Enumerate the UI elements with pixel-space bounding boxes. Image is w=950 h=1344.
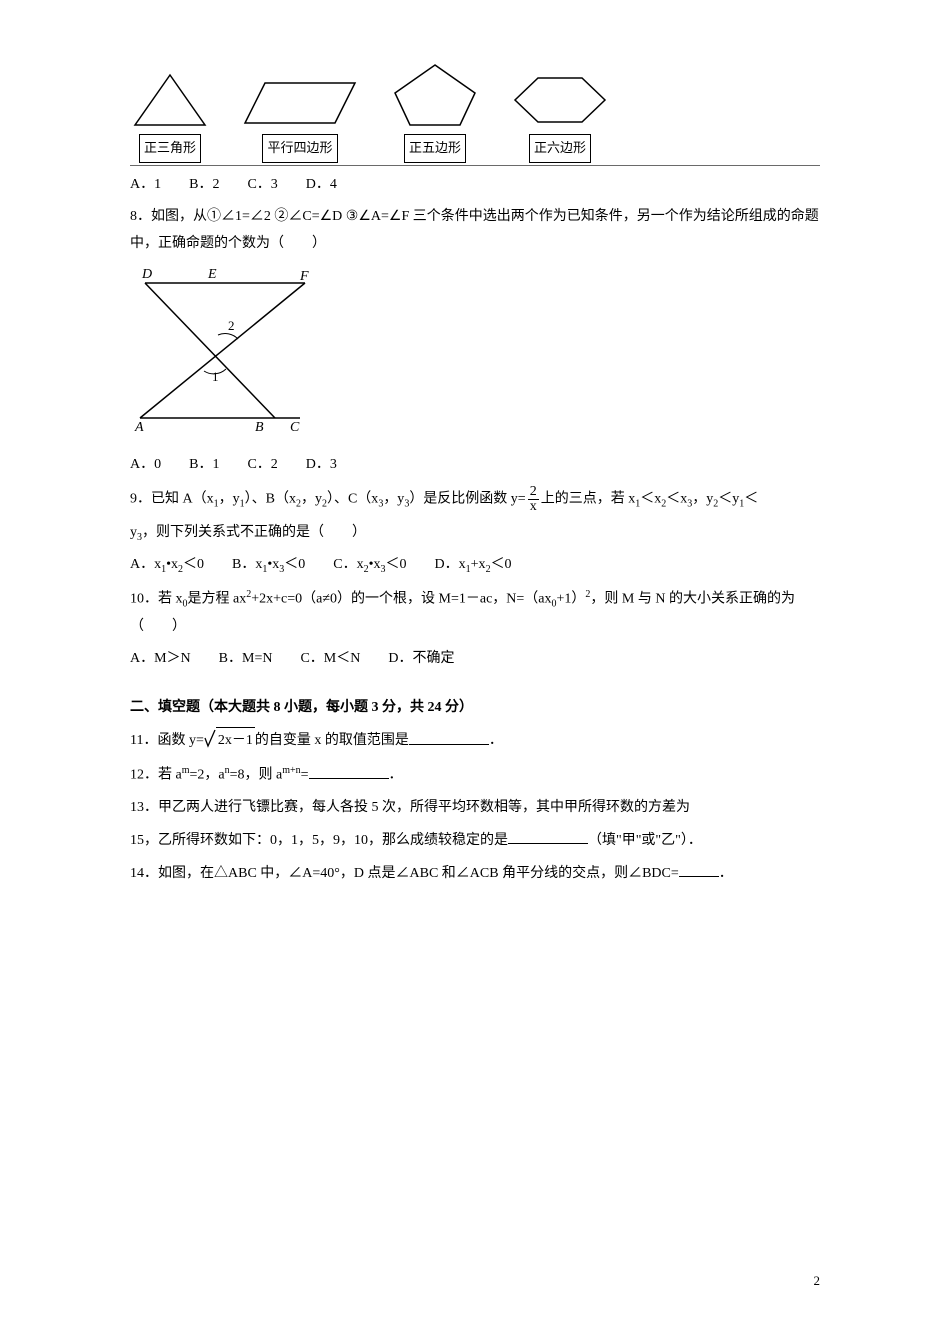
q9-od-rest: ＜0: [491, 557, 512, 572]
q8-label-B: B: [255, 420, 264, 433]
q9-lt5: ＜: [744, 491, 758, 506]
q9-ob-rest: ＜0 C．x: [284, 557, 363, 572]
q13-line1: 13．甲乙两人进行飞镖比赛，每人各投 5 次，所得平均环数相等，其中甲所得环数的…: [130, 795, 820, 822]
q9-fraction: 2x: [528, 485, 539, 514]
q9-lt2: ＜x: [666, 491, 687, 506]
parallelogram-icon: [240, 75, 360, 130]
q9-oa-dot: •x: [166, 557, 178, 572]
q8-label-C: C: [290, 420, 300, 433]
q12-m3: =: [301, 768, 309, 783]
page-number: 2: [814, 1269, 821, 1294]
triangle-icon: [130, 70, 210, 130]
q9-t3: ）、B（x: [245, 491, 296, 506]
shape-triangle: 正三角形: [130, 70, 210, 163]
q7-options: A．1 B．2 C．3 D．4: [130, 172, 820, 199]
q10-m1: 是方程 ax: [188, 592, 247, 607]
parallelogram-label: 平行四边形: [262, 134, 337, 163]
q8-angle-2: 2: [228, 318, 235, 333]
q14-text: 14．如图，在△ABC 中，∠A=40°，D 点是∠ABC 和∠ACB 角平分线…: [130, 866, 679, 881]
q9-t6: ，y: [383, 491, 404, 506]
q13-line2: 15，乙所得环数如下：0，1，5，9，10，那么成绩较稳定的是 （填"甲"或"乙"…: [130, 828, 820, 855]
q9-lt1: ＜x: [640, 491, 661, 506]
q9-oa-rest: ＜0 B．x: [183, 557, 262, 572]
shape-hexagon: 正六边形: [510, 70, 610, 163]
section2-title: 二、填空题（本大题共 8 小题，每小题 3 分，共 24 分）: [130, 695, 820, 722]
q12-m1: =2，a: [190, 768, 225, 783]
q8-stem: 8．如图，从①∠1=∠2 ②∠C=∠D ③∠A=∠F 三个条件中选出两个作为已知…: [130, 204, 820, 257]
q9-od-plus: +x: [471, 557, 486, 572]
q11-pre: 11．函数 y=: [130, 734, 204, 749]
q8-options: A．0 B．1 C．2 D．3: [130, 452, 820, 479]
shape-pentagon: 正五边形: [390, 60, 480, 163]
q9-t2: ，y: [219, 491, 240, 506]
q8-label-A: A: [134, 420, 144, 433]
q8-diagram-icon: D E F A B C 2 1: [130, 263, 320, 433]
q9-oc-dot: •x: [369, 557, 381, 572]
q9-line1: 9．已知 A（x1，y1）、B（x2，y2）、C（x3，y3）是反比例函数 y=…: [130, 485, 820, 514]
q13-blank: [508, 829, 588, 844]
q10-m3: +1）: [557, 592, 586, 607]
q8-figure: D E F A B C 2 1: [130, 263, 820, 444]
q9-t5: ）、C（x: [327, 491, 378, 506]
triangle-label: 正三角形: [139, 134, 201, 163]
q9-options: A．x1•x2＜0 B．x1•x3＜0 C．x2•x3＜0 D．x1+x2＜0: [130, 552, 820, 579]
q10-pre: 10．若 x: [130, 592, 183, 607]
q14: 14．如图，在△ABC 中，∠A=40°，D 点是∠ABC 和∠ACB 角平分线…: [130, 861, 820, 888]
q12-blank: [309, 764, 389, 779]
q13-l2post: （填"甲"或"乙"）．: [588, 833, 702, 848]
q10-stem: 10．若 x0是方程 ax2+2x+c=0（a≠0）的一个根，设 M=1－ac，…: [130, 585, 820, 640]
q8-label-F: F: [299, 269, 309, 284]
q8-label-E: E: [207, 267, 217, 282]
q12-supm: m: [182, 765, 190, 776]
q9-line2: y3，则下列关系式不正确的是（ ）: [130, 520, 820, 547]
q12-m2: =8，则 a: [230, 768, 283, 783]
q14-blank: [679, 862, 719, 877]
q8-angle-1: 1: [212, 369, 219, 384]
q9-t7: ）是反比例函数 y=: [409, 491, 525, 506]
q10-options: A．M＞N B．M=N C．M＜N D．不确定: [130, 646, 820, 673]
q12: 12．若 am=2，an=8，则 am+n=．: [130, 761, 820, 789]
shapes-row: 正三角形 平行四边形 正五边形 正六边形: [130, 60, 820, 166]
q9-l2pre: y: [130, 525, 137, 540]
pentagon-label: 正五边形: [404, 134, 466, 163]
q12-supmn: m+n: [282, 765, 300, 776]
q11-sqrt-body: 2x－1: [216, 727, 255, 755]
hexagon-label: 正六边形: [529, 134, 591, 163]
q9-lt4: ＜y: [718, 491, 739, 506]
q10-m2: +2x+c=0（a≠0）的一个根，设 M=1－ac，N=（ax: [251, 592, 551, 607]
hexagon-icon: [510, 70, 610, 130]
q9-t4: ，y: [301, 491, 322, 506]
q11-rest: 的自变量 x 的取值范围是: [255, 734, 409, 749]
q9-ob-dot: •x: [267, 557, 279, 572]
q9-frac-den: x: [528, 500, 539, 514]
q9-frac-num: 2: [528, 485, 539, 500]
q9-t1: 9．已知 A（x: [130, 491, 214, 506]
q9-l2rest: ，则下列关系式不正确的是（ ）: [142, 525, 366, 540]
shape-parallelogram: 平行四边形: [240, 75, 360, 163]
q12-pre: 12．若 a: [130, 768, 182, 783]
q8-label-D: D: [141, 267, 152, 282]
q11: 11．函数 y=2x－1的自变量 x 的取值范围是．: [130, 727, 820, 755]
q9-lt3: ，y: [692, 491, 713, 506]
q13-l2pre: 15，乙所得环数如下：0，1，5，9，10，那么成绩较稳定的是: [130, 833, 508, 848]
q9-t8: 上的三点，若 x: [541, 491, 636, 506]
q9-oa-pre: A．x: [130, 557, 161, 572]
sqrt-icon: 2x－1: [204, 727, 255, 755]
pentagon-icon: [390, 60, 480, 130]
q9-oc-rest: ＜0 D．x: [386, 557, 466, 572]
q11-blank: [409, 730, 489, 745]
